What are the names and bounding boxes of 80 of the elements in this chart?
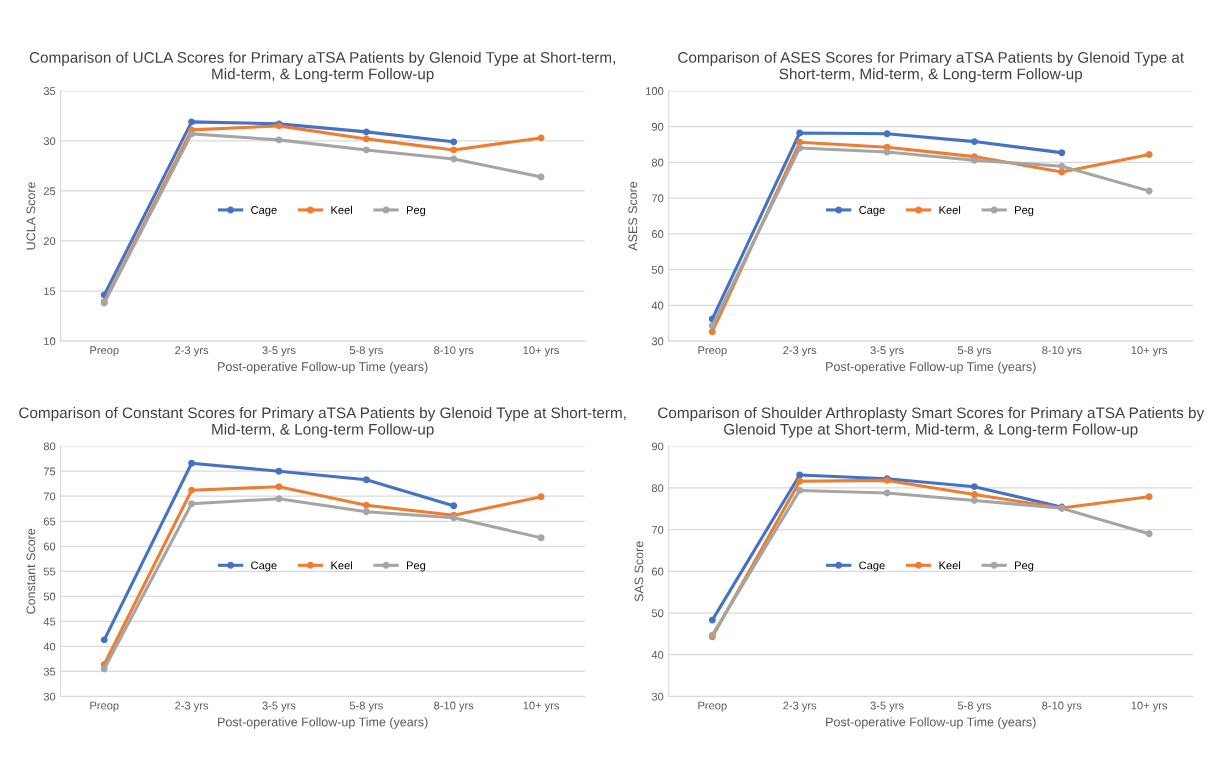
y-tick-label: 35: [43, 87, 56, 95]
y-tick-label: 35: [43, 667, 56, 676]
chart-title: Comparison of Shoulder Arthroplasty Smart Scores for Primary aTSA Patients by Glenoid Type at Short-term, Mid-term, & Long-term Follow-up: [658, 406, 1205, 438]
x-tick-label: Preop: [90, 701, 119, 712]
chart-title: Comparison of Constant Scores for Primary aTSA Patients by Glenoid Type at Short-term, Mid-term, & Long-term Follow-up: [19, 406, 626, 438]
x-tick-label: 10+ yrs: [1131, 701, 1168, 712]
legend-label: Peg: [406, 561, 426, 572]
legend-label: Cage: [859, 561, 885, 572]
x-tick-label: 5-8 yrs: [349, 346, 383, 357]
y-tick-label: 75: [43, 467, 56, 476]
y-tick-label: 45: [43, 617, 56, 626]
y-tick-label: 10: [44, 337, 56, 346]
y-axis-title: SAS Score: [634, 541, 644, 602]
x-tick-label: Preop: [698, 701, 727, 712]
x-tick-label: 8-10 yrs: [1042, 701, 1082, 712]
y-tick-label: 50: [43, 592, 56, 601]
y-tick-label: 60: [43, 542, 56, 551]
x-tick-label: 2-3 yrs: [175, 701, 209, 712]
x-tick-label: 8-10 yrs: [1042, 346, 1082, 357]
chart-title: Comparison of ASES Scores for Primary aTSA Patients by Glenoid Type at Short-term, Mid-term, & Long-term Follow-up: [678, 51, 1184, 83]
y-tick-label: 55: [43, 567, 56, 576]
x-tick-label: 3-5 yrs: [870, 701, 904, 712]
y-tick-label: 90: [651, 122, 664, 131]
y-tick-label: 80: [43, 442, 56, 451]
x-axis-title: Post-operative Follow-up Time (years): [826, 717, 1036, 729]
x-tick-label: 2-3 yrs: [175, 346, 209, 357]
y-tick-label: 80: [651, 484, 664, 493]
y-tick-label: 60: [651, 567, 664, 576]
chart-title: Comparison of UCLA Scores for Primary aTSA Patients by Glenoid Type at Short-term, Mid-term, & Long-term Follow-up: [29, 51, 615, 83]
y-tick-label: 25: [43, 187, 56, 196]
x-axis-title: Post-operative Follow-up Time (years): [218, 717, 428, 729]
y-tick-label: 100: [646, 87, 664, 95]
x-axis-title: Post-operative Follow-up Time (years): [218, 361, 428, 374]
x-tick-label: 5-8 yrs: [957, 701, 991, 712]
y-tick-label: 70: [43, 492, 56, 501]
x-tick-label: 3-5 yrs: [870, 346, 904, 357]
y-tick-label: 65: [43, 517, 56, 526]
y-tick-label: 60: [651, 230, 664, 238]
y-tick-label: 70: [651, 525, 664, 534]
y-tick-label: 90: [651, 442, 664, 451]
y-tick-label: 40: [43, 642, 56, 651]
x-tick-label: 10+ yrs: [1131, 346, 1168, 357]
x-tick-label: 10+ yrs: [523, 701, 560, 712]
y-tick-label: 30: [43, 137, 56, 146]
y-tick-label: 50: [651, 265, 664, 274]
y-axis-title: Constant Score: [26, 528, 36, 614]
y-axis-title: ASES Score: [628, 181, 638, 251]
x-tick-label: 3-5 yrs: [262, 346, 296, 357]
legend-label: Peg: [1015, 206, 1034, 217]
y-tick-label: 50: [651, 609, 664, 618]
x-tick-label: Preop: [698, 346, 727, 357]
legend-label: Keel: [331, 205, 352, 214]
legend-label: Keel: [331, 561, 352, 570]
legend-label: Cage: [251, 561, 277, 572]
legend-label: Keel: [939, 205, 961, 214]
x-tick-label: 5-8 yrs: [349, 701, 383, 712]
y-tick-label: 40: [651, 301, 664, 310]
x-tick-label: Preop: [90, 346, 119, 357]
legend-label: Cage: [251, 206, 277, 217]
x-tick-label: 5-8 yrs: [957, 346, 991, 357]
y-axis-title: UCLA Score: [26, 182, 36, 250]
y-tick-label: 80: [651, 158, 664, 167]
x-axis-title: Post-operative Follow-up Time (years): [826, 361, 1036, 374]
x-tick-label: 2-3 yrs: [783, 701, 817, 712]
legend-label: Keel: [939, 561, 961, 570]
x-tick-label: 8-10 yrs: [434, 346, 474, 357]
legend-label: Peg: [1015, 561, 1034, 572]
legend-label: Cage: [859, 206, 885, 217]
x-tick-label: 10+ yrs: [523, 346, 560, 357]
y-tick-label: 30: [651, 692, 664, 701]
x-tick-label: 8-10 yrs: [434, 701, 474, 712]
y-tick-label: 70: [651, 194, 664, 203]
y-tick-label: 30: [43, 692, 56, 701]
legend-label: Peg: [406, 206, 426, 217]
y-tick-label: 40: [651, 651, 664, 659]
x-tick-label: 2-3 yrs: [783, 346, 817, 357]
y-tick-label: 15: [44, 287, 56, 296]
y-tick-label: 30: [651, 337, 664, 346]
y-tick-label: 20: [43, 237, 56, 246]
x-tick-label: 3-5 yrs: [262, 701, 296, 712]
